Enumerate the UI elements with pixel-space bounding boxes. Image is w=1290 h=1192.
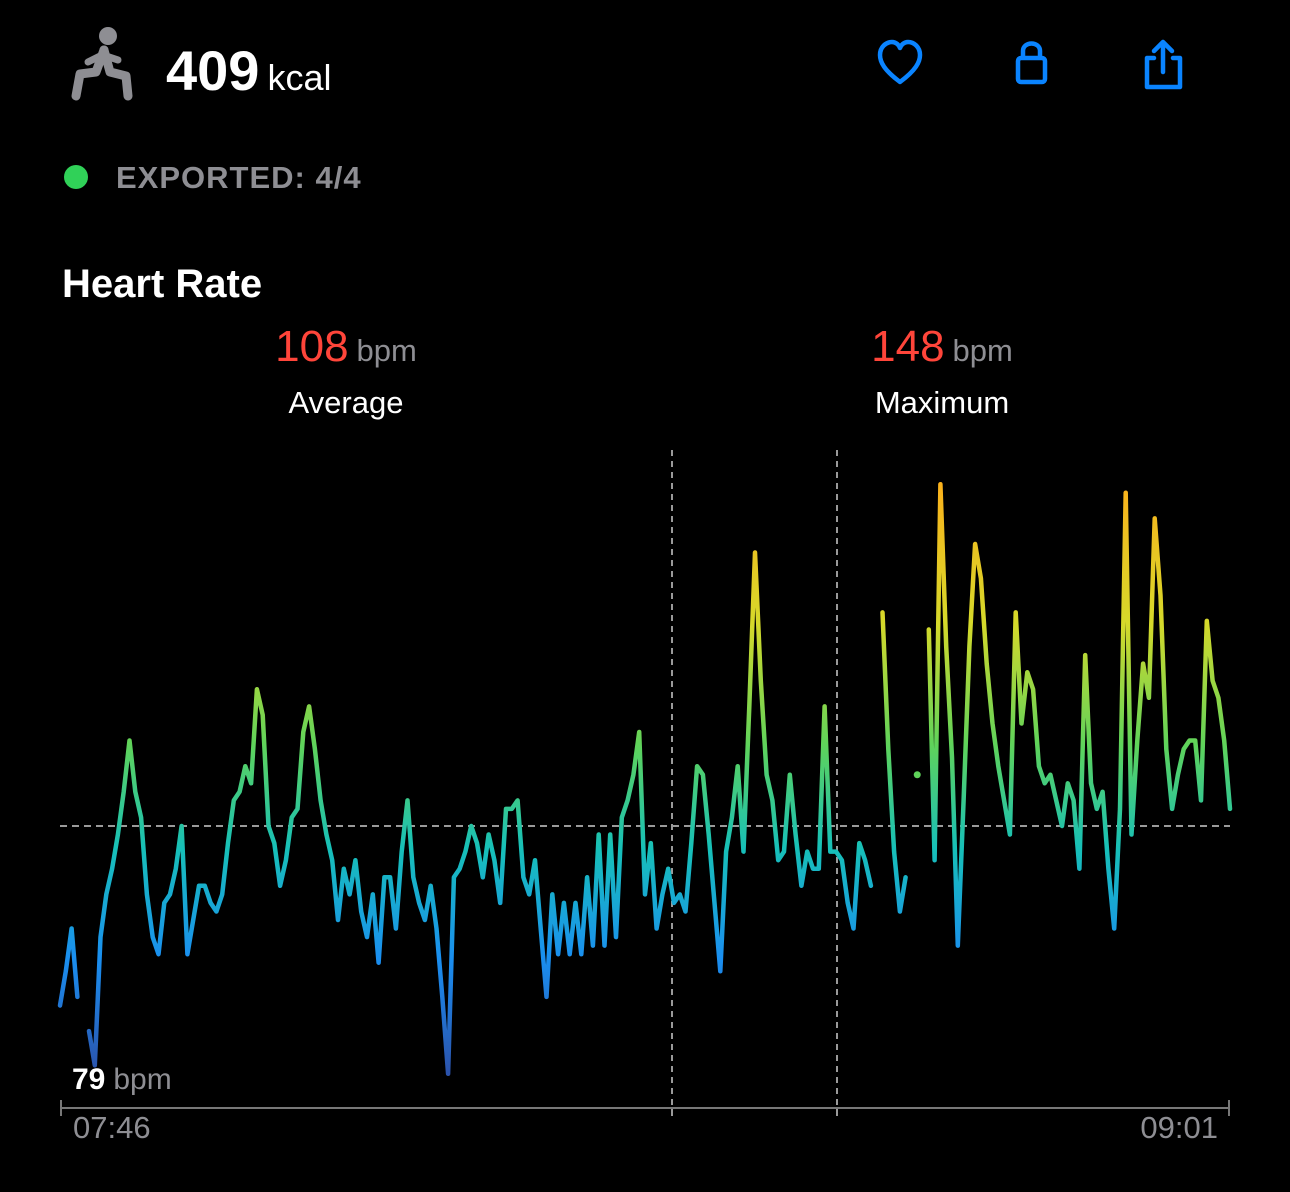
- workout-icon: [71, 27, 133, 101]
- min-unit: bpm: [113, 1063, 171, 1096]
- heart-rate-line: [926, 481, 1233, 948]
- stat-label: Maximum: [875, 385, 1009, 420]
- stat-label: Average: [289, 385, 404, 420]
- heart-rate-point: [913, 771, 921, 779]
- heart-rate-line: [86, 550, 874, 1077]
- lock-button[interactable]: [1015, 41, 1048, 85]
- average-stat: 108 bpm: [275, 322, 417, 371]
- plot: 79 bpm: [57, 481, 1233, 1096]
- favorite-button[interactable]: [877, 39, 923, 85]
- share-button[interactable]: [1144, 39, 1183, 90]
- stat-value: 148: [871, 322, 944, 371]
- x-label: 09:01: [1140, 1110, 1218, 1145]
- min-label: 79 bpm: [72, 1063, 172, 1096]
- stat-unit: bpm: [357, 333, 417, 368]
- stat-value: 108: [275, 322, 348, 371]
- status-dot: [64, 165, 88, 189]
- calories: 409 kcal: [166, 39, 331, 102]
- heart-rate-line: [880, 610, 908, 914]
- chart-title: Heart Rate: [62, 262, 262, 306]
- export-status: EXPORTED: 4/4: [116, 160, 362, 195]
- min-value: 79: [72, 1063, 105, 1096]
- segment-markers: [671, 450, 838, 1116]
- x-axis: [60, 1100, 1230, 1116]
- heart-rate-line: [57, 926, 80, 1008]
- x-label: 07:46: [73, 1110, 151, 1145]
- calories-unit: kcal: [267, 57, 331, 98]
- maximum-stat: 148 bpm: [871, 322, 1013, 371]
- stat-unit: bpm: [953, 333, 1013, 368]
- calories-value: 409: [166, 39, 259, 102]
